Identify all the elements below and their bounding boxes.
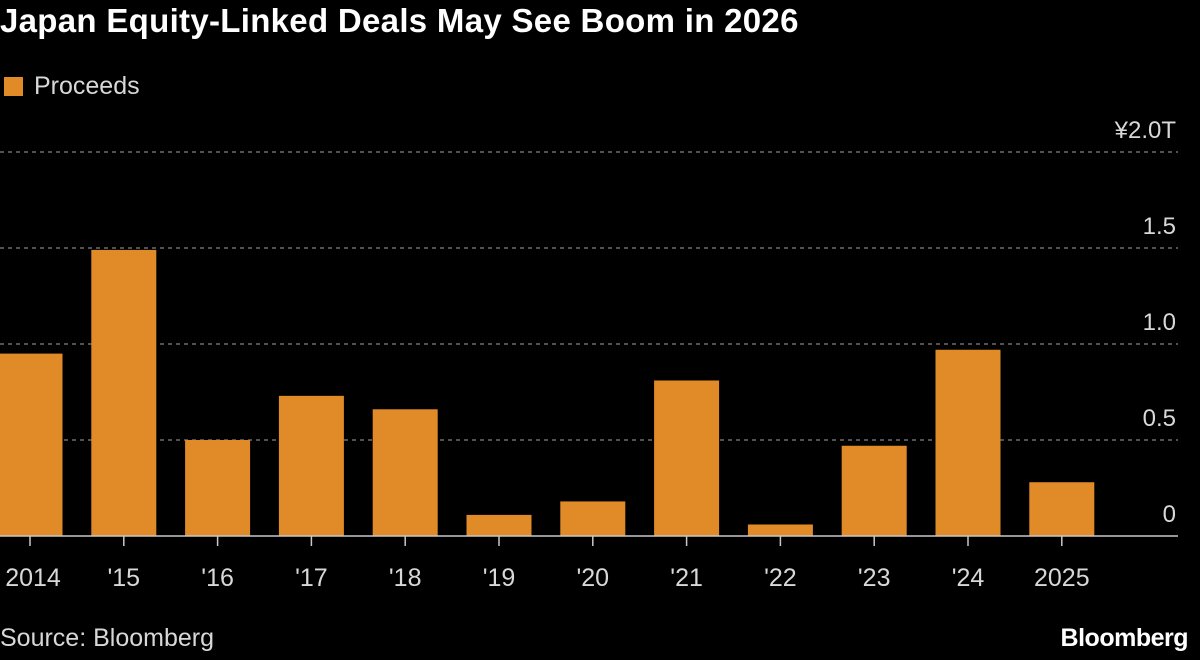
- x-tick-label: '24: [952, 564, 985, 592]
- bar: [185, 440, 251, 536]
- source-note: Source: Bloomberg: [0, 624, 215, 652]
- x-tick-label: '16: [201, 564, 234, 592]
- x-tick-label: '23: [858, 564, 891, 592]
- y-tick-labels: 0 0.5 1.0 1.5 ¥2.0T: [1114, 117, 1177, 528]
- x-tick-label: 2014: [5, 564, 61, 592]
- x-tick-label: '22: [764, 564, 797, 592]
- x-tick-label: '18: [389, 564, 422, 592]
- bar: [278, 395, 344, 536]
- x-tick-label: '20: [577, 564, 610, 592]
- bar: [841, 445, 907, 536]
- legend-swatch-proceeds: [4, 76, 23, 96]
- bar: [91, 249, 157, 537]
- x-tick-label: '17: [295, 564, 328, 592]
- bar: [935, 349, 1001, 536]
- bar: [466, 514, 532, 536]
- x-tick-label: '21: [670, 564, 703, 592]
- y-tick-label: 1.0: [1143, 309, 1176, 336]
- bar-chart: 0 0.5 1.0 1.5 ¥2.0T 2014 '15 '16 '17 '18 '19 '20 '2…: [0, 117, 1178, 592]
- bar: [372, 409, 438, 536]
- y-tick-label: 0.5: [1143, 405, 1176, 432]
- bloomberg-logo: Bloomberg: [1060, 624, 1189, 652]
- x-tick-labels: 2014 '15 '16 '17 '18 '19 '20 '21 '22 '23 '24 2025: [5, 564, 1089, 592]
- x-tick-label: '19: [483, 564, 516, 592]
- bars: [0, 249, 1095, 537]
- x-tick-label: 2025: [1034, 564, 1090, 592]
- bar: [654, 380, 720, 536]
- legend-label-proceeds: Proceeds: [34, 71, 140, 100]
- bar: [0, 353, 63, 536]
- x-axis: [0, 535, 1178, 546]
- gridlines: [0, 151, 1178, 441]
- legend: Proceeds: [4, 70, 140, 102]
- bar: [560, 501, 626, 536]
- x-tick-label: '15: [108, 564, 141, 592]
- y-tick-label: ¥2.0T: [1114, 117, 1177, 144]
- bar: [747, 524, 813, 536]
- y-tick-label: 1.5: [1143, 213, 1176, 240]
- bar: [1029, 482, 1095, 536]
- y-tick-label: 0: [1163, 501, 1176, 528]
- chart-title: Japan Equity-Linked Deals May See Boom i…: [0, 2, 799, 39]
